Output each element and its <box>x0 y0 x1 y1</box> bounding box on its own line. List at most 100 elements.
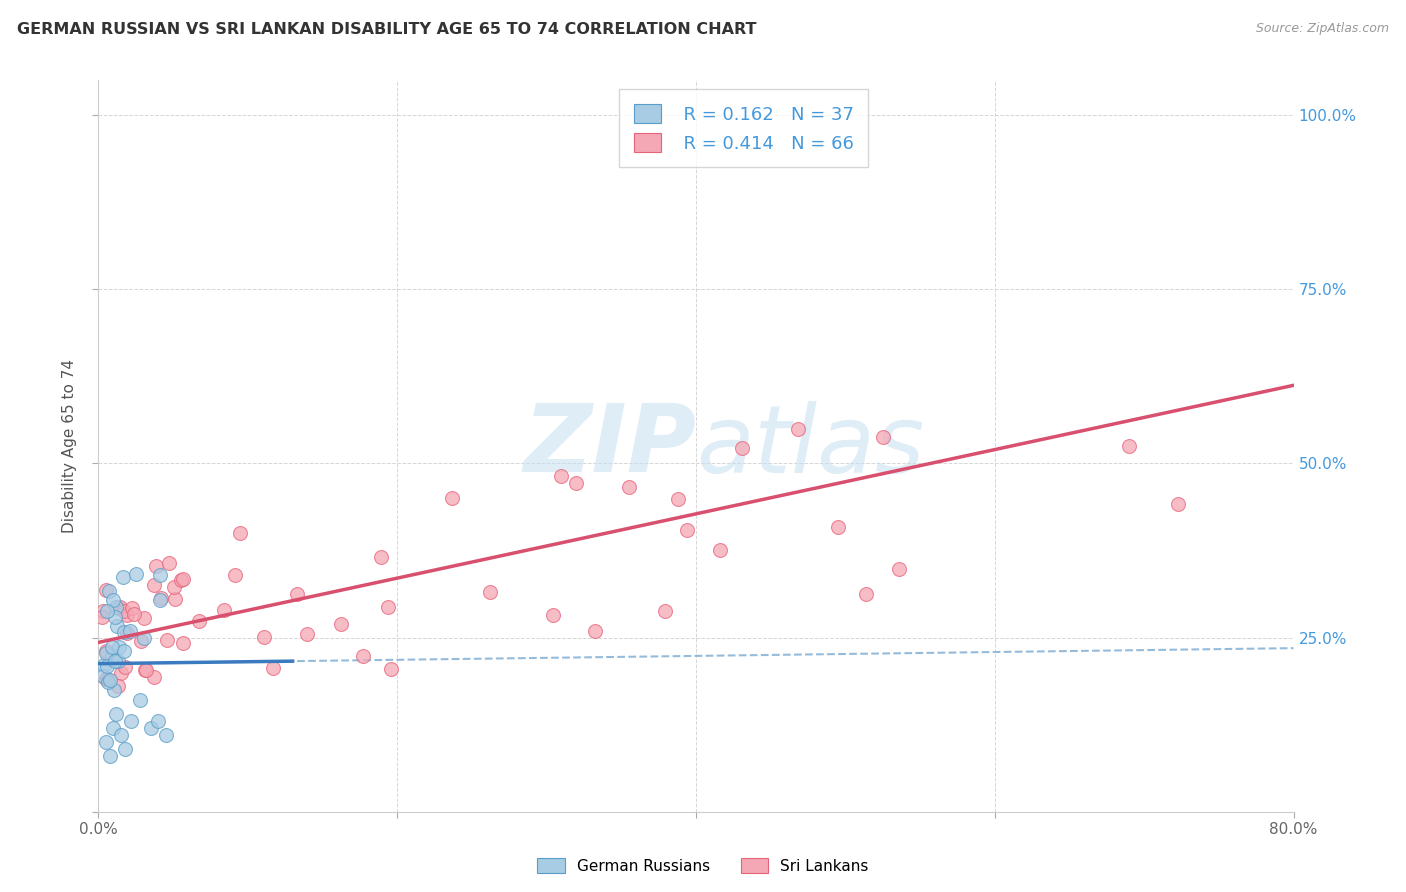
Point <box>855 587 877 601</box>
Point <box>583 624 606 638</box>
Point <box>94 583 117 598</box>
Legend:   R = 0.162   N = 37,   R = 0.414   N = 66: R = 0.162 N = 37, R = 0.414 N = 66 <box>620 89 868 167</box>
Point <box>101 640 124 654</box>
Point <box>94 672 117 686</box>
Point <box>709 543 731 558</box>
Point <box>94 735 117 749</box>
Point <box>285 587 308 601</box>
Point <box>676 523 699 537</box>
Point <box>122 607 145 621</box>
Point <box>295 627 318 641</box>
Point <box>229 526 252 541</box>
Point <box>105 707 128 722</box>
Point <box>155 728 177 742</box>
Point <box>165 592 187 607</box>
Text: Source: ZipAtlas.com: Source: ZipAtlas.com <box>1256 22 1389 36</box>
Point <box>617 480 640 494</box>
Point <box>666 491 689 506</box>
Point <box>1167 497 1189 511</box>
Point <box>163 580 186 594</box>
Point <box>96 659 118 673</box>
Point <box>112 644 135 658</box>
Point <box>98 749 122 764</box>
Point <box>172 636 194 650</box>
Point <box>150 591 173 605</box>
Point <box>787 422 810 436</box>
Point <box>212 602 235 616</box>
Point <box>103 682 125 697</box>
Point <box>149 567 172 582</box>
Text: ZIP: ZIP <box>523 400 696 492</box>
Point <box>121 601 143 615</box>
Point <box>110 665 132 680</box>
Point <box>93 657 115 672</box>
Point <box>114 742 136 756</box>
Point <box>132 610 155 624</box>
Point <box>129 693 152 707</box>
Point <box>107 679 129 693</box>
Point <box>100 652 122 666</box>
Point <box>98 584 121 599</box>
Point <box>329 617 352 632</box>
Point <box>377 599 399 614</box>
Point <box>135 663 157 677</box>
Point <box>107 601 129 615</box>
Point <box>156 633 179 648</box>
Point <box>112 604 135 618</box>
Point <box>170 574 193 588</box>
Point <box>479 585 502 599</box>
Point <box>1357 108 1379 122</box>
Point <box>550 469 572 483</box>
Point <box>187 614 209 628</box>
Point <box>172 572 194 586</box>
Point <box>1118 439 1140 453</box>
Point <box>108 640 131 654</box>
Legend: German Russians, Sri Lankans: German Russians, Sri Lankans <box>531 852 875 880</box>
Point <box>112 625 135 640</box>
Point <box>125 566 148 581</box>
Point <box>107 654 129 668</box>
Point <box>105 600 128 615</box>
Point <box>96 672 118 686</box>
Point <box>101 649 124 664</box>
Y-axis label: Disability Age 65 to 74: Disability Age 65 to 74 <box>62 359 77 533</box>
Point <box>105 619 128 633</box>
Point <box>224 567 246 582</box>
Point <box>143 671 166 685</box>
Point <box>110 599 132 614</box>
Point <box>103 721 125 735</box>
Point <box>441 491 464 505</box>
Point <box>139 721 162 735</box>
Point <box>380 661 402 675</box>
Point <box>118 624 141 638</box>
Point <box>110 728 132 742</box>
Point <box>565 475 588 490</box>
Point <box>91 610 114 624</box>
Point <box>148 714 170 728</box>
Point <box>129 634 152 648</box>
Point <box>104 654 127 668</box>
Point <box>541 608 564 623</box>
Point <box>149 593 172 607</box>
Point <box>104 610 127 624</box>
Point <box>117 608 139 623</box>
Point <box>91 604 114 618</box>
Text: atlas: atlas <box>696 401 924 491</box>
Point <box>120 714 142 728</box>
Point <box>145 559 167 574</box>
Point <box>731 441 754 455</box>
Point <box>114 660 136 674</box>
Text: GERMAN RUSSIAN VS SRI LANKAN DISABILITY AGE 65 TO 74 CORRELATION CHART: GERMAN RUSSIAN VS SRI LANKAN DISABILITY … <box>17 22 756 37</box>
Point <box>370 549 392 564</box>
Point <box>98 673 121 687</box>
Point <box>96 604 118 618</box>
Point <box>134 632 156 646</box>
Point <box>654 604 676 618</box>
Point <box>115 626 138 640</box>
Point <box>352 648 374 663</box>
Point <box>96 644 118 658</box>
Point <box>889 562 911 576</box>
Point <box>143 577 166 591</box>
Point <box>262 660 284 674</box>
Point <box>157 556 180 570</box>
